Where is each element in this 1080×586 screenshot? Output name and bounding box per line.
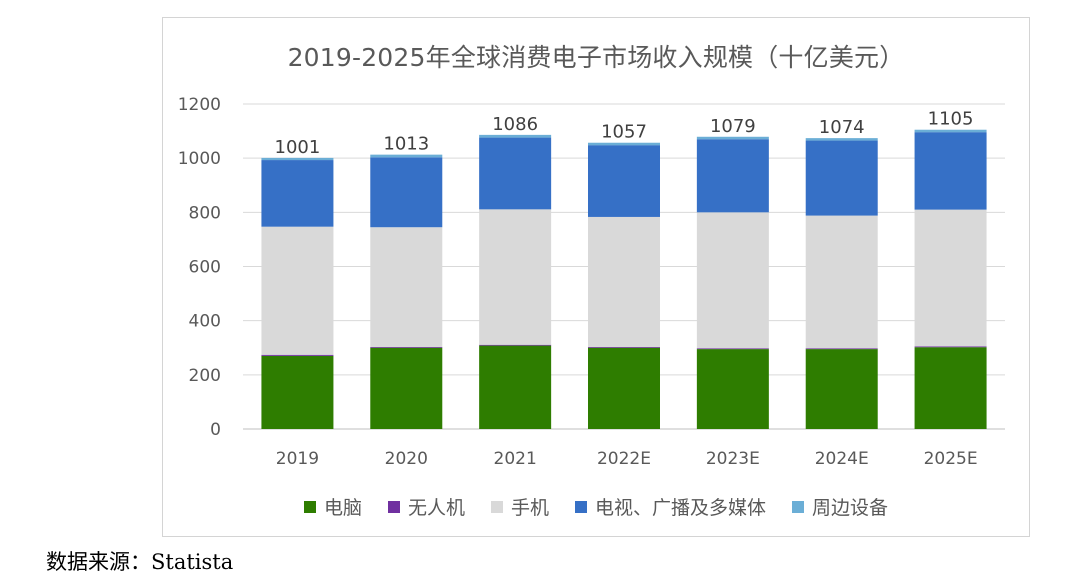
bar-segment-2019-0 bbox=[261, 355, 334, 429]
chart-legend: 电脑 无人机 手机 电视、广播及多媒体 周边设备 bbox=[162, 493, 1030, 520]
total-label-2024E: 1074 bbox=[819, 117, 865, 138]
legend-swatch-3 bbox=[575, 500, 587, 513]
bar-segment-2025E-3 bbox=[914, 132, 987, 210]
legend-label-1: 无人机 bbox=[407, 497, 465, 519]
bar-segment-2023E-2 bbox=[696, 212, 769, 349]
bar-segment-2020-4 bbox=[370, 154, 443, 158]
legend-item-4: 周边设备 bbox=[792, 493, 888, 520]
bar-segment-2020-1 bbox=[370, 346, 443, 348]
y-tick-label-200: 200 bbox=[189, 366, 221, 386]
bar-segment-2024E-0 bbox=[805, 349, 878, 429]
bar-segment-2020-0 bbox=[370, 347, 443, 429]
total-label-2023E: 1079 bbox=[710, 116, 756, 137]
bar-segment-2020-3 bbox=[370, 157, 443, 228]
legend-item-1: 无人机 bbox=[387, 493, 465, 520]
bar-segment-2019-2 bbox=[261, 226, 334, 355]
legend-swatch-0 bbox=[303, 500, 316, 513]
bar-segment-2022E-2 bbox=[588, 216, 660, 347]
bar-segment-2022E-4 bbox=[588, 142, 660, 146]
bar-segment-2021-1 bbox=[479, 344, 552, 346]
bar-segment-2024E-1 bbox=[805, 348, 878, 350]
x-tick-label-2020: 2020 bbox=[385, 449, 428, 469]
y-tick-label-400: 400 bbox=[189, 312, 221, 332]
bar-segment-2025E-2 bbox=[914, 209, 987, 347]
bar-segment-2021-3 bbox=[479, 137, 552, 210]
y-tick-label-0: 0 bbox=[210, 420, 221, 440]
y-tick-label-1200: 1200 bbox=[178, 95, 221, 115]
bar-segment-2025E-4 bbox=[914, 129, 987, 133]
bar-segment-2024E-4 bbox=[805, 138, 878, 141]
bar-segment-2020-2 bbox=[370, 227, 443, 347]
y-tick-label-600: 600 bbox=[189, 258, 221, 278]
legend-item-2: 手机 bbox=[490, 493, 549, 520]
bar-segment-2022E-0 bbox=[588, 347, 660, 429]
x-tick-label-2022E: 2022E bbox=[597, 449, 651, 469]
bar-segment-2023E-4 bbox=[696, 136, 769, 140]
legend-label-3: 电视、广播及多媒体 bbox=[595, 497, 767, 519]
bar-segment-2024E-2 bbox=[805, 215, 878, 349]
legend-swatch-4 bbox=[792, 500, 805, 513]
legend-item-3: 电视、广播及多媒体 bbox=[575, 493, 766, 520]
bar-segment-2019-1 bbox=[261, 354, 334, 356]
bar-segment-2024E-3 bbox=[805, 140, 878, 216]
y-tick-label-1000: 1000 bbox=[178, 149, 221, 169]
total-label-2022E: 1057 bbox=[601, 122, 647, 143]
bar-segment-2025E-1 bbox=[914, 346, 987, 348]
legend-swatch-2 bbox=[490, 500, 503, 513]
x-tick-label-2024E: 2024E bbox=[815, 449, 869, 469]
legend-swatch-1 bbox=[387, 500, 400, 513]
legend-label-2: 手机 bbox=[510, 497, 549, 519]
legend-label-4: 周边设备 bbox=[812, 497, 889, 519]
y-tick-label-800: 800 bbox=[189, 203, 221, 223]
bar-segment-2023E-0 bbox=[696, 349, 769, 429]
bar-segment-2019-4 bbox=[261, 157, 334, 161]
chart-title: 2019-2025年全球消费电子市场收入规模（十亿美元） bbox=[287, 43, 905, 72]
bar-segment-2025E-0 bbox=[914, 347, 987, 429]
x-tick-label-2021: 2021 bbox=[494, 449, 537, 469]
total-label-2025E: 1105 bbox=[928, 109, 974, 130]
bar-segment-2021-2 bbox=[479, 209, 552, 345]
bar-segment-2021-0 bbox=[479, 345, 552, 429]
x-tick-label-2025E: 2025E bbox=[924, 449, 978, 469]
bar-segment-2022E-3 bbox=[588, 145, 660, 217]
legend-label-0: 电脑 bbox=[323, 497, 362, 519]
bar-segment-2022E-1 bbox=[588, 346, 660, 348]
total-label-2019: 1001 bbox=[275, 137, 321, 158]
bar-segment-2021-4 bbox=[479, 134, 552, 138]
total-label-2021: 1086 bbox=[492, 114, 538, 135]
bar-segment-2023E-3 bbox=[696, 139, 769, 213]
legend-item-0: 电脑 bbox=[303, 493, 362, 520]
x-tick-label-2023E: 2023E bbox=[706, 449, 760, 469]
bar-segment-2019-3 bbox=[261, 160, 334, 227]
data-source-note: 数据来源：Statista bbox=[46, 550, 234, 574]
bar-segment-2023E-1 bbox=[696, 348, 769, 350]
total-label-2020: 1013 bbox=[383, 134, 429, 155]
x-tick-label-2019: 2019 bbox=[276, 449, 319, 469]
